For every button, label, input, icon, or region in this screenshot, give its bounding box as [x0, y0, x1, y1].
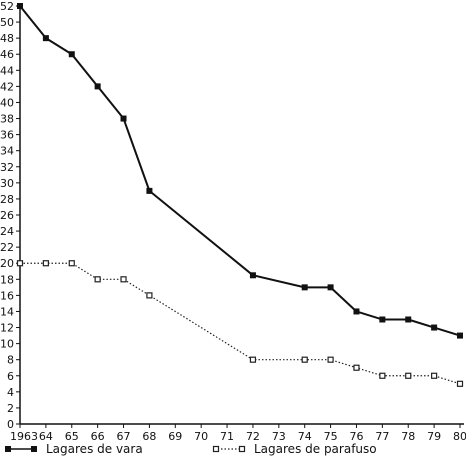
data-point	[17, 3, 23, 9]
y-tick-label: 46	[0, 48, 14, 61]
data-point	[249, 272, 256, 279]
series-1	[17, 3, 463, 339]
y-tick-label: 42	[0, 80, 14, 93]
x-tick-label: 69	[168, 430, 182, 443]
data-point	[94, 83, 101, 90]
y-tick-label: 10	[0, 338, 14, 351]
y-tick-label: 12	[0, 322, 14, 335]
y-tick-label: 14	[0, 305, 14, 318]
data-point	[301, 356, 308, 363]
data-point	[68, 260, 75, 267]
x-tick-label: 72	[246, 430, 260, 443]
y-tick-label: 28	[0, 193, 14, 206]
legend-marker	[238, 445, 246, 453]
y-tick-label: 52	[0, 0, 14, 13]
y-axis-ticks: 0246810121416182022242628303234363840424…	[0, 0, 20, 431]
y-tick-label: 36	[0, 129, 14, 142]
data-point	[68, 51, 75, 58]
chart-axes	[19, 4, 464, 425]
data-point	[379, 316, 386, 323]
legend-marker	[5, 446, 11, 452]
data-point	[42, 260, 49, 267]
y-tick-label: 18	[0, 273, 14, 286]
x-tick-label: 79	[427, 430, 441, 443]
legend-item-1: Lagares de vara	[5, 442, 143, 456]
x-tick-label: 76	[349, 430, 363, 443]
data-point	[405, 372, 412, 379]
x-tick-label: 74	[298, 430, 312, 443]
y-tick-label: 4	[7, 386, 14, 399]
legend-item-2: Lagares de parafuso	[212, 442, 377, 456]
x-tick-label: 78	[401, 430, 415, 443]
data-point	[431, 372, 438, 379]
data-point	[431, 324, 438, 331]
x-tick-label: 80	[453, 430, 466, 443]
data-point	[146, 292, 153, 299]
legend-label: Lagares de vara	[46, 442, 143, 456]
series-line	[19, 5, 461, 337]
x-tick-label: 64	[39, 430, 53, 443]
y-tick-label: 20	[0, 257, 14, 270]
x-tick-label: 1963	[10, 430, 38, 443]
data-point	[457, 332, 463, 339]
data-point	[456, 380, 464, 387]
x-tick-label: 73	[272, 430, 286, 443]
y-tick-label: 2	[7, 402, 14, 415]
y-tick-label: 48	[0, 32, 14, 45]
y-tick-label: 40	[0, 96, 14, 109]
chart-legend: Lagares de vara Lagares de parafuso	[5, 442, 377, 456]
series-line	[20, 262, 461, 385]
data-point	[94, 276, 101, 283]
x-tick-label: 77	[375, 430, 389, 443]
y-tick-label: 32	[0, 161, 14, 174]
y-tick-label: 24	[0, 225, 14, 238]
legend-marker	[212, 445, 220, 453]
chart-series	[16, 3, 464, 387]
x-tick-label: 70	[194, 430, 208, 443]
y-tick-label: 30	[0, 177, 14, 190]
y-tick-label: 8	[7, 354, 14, 367]
y-tick-label: 34	[0, 145, 14, 158]
data-point	[120, 115, 127, 122]
x-tick-label: 71	[220, 430, 234, 443]
data-point	[16, 260, 24, 267]
data-point	[120, 276, 127, 283]
data-point	[146, 187, 153, 194]
x-tick-label: 65	[65, 430, 79, 443]
y-tick-label: 38	[0, 113, 14, 126]
data-point	[353, 364, 360, 371]
data-point	[42, 35, 49, 42]
y-tick-label: 16	[0, 289, 14, 302]
y-tick-label: 44	[0, 64, 14, 77]
x-tick-label: 68	[142, 430, 156, 443]
y-tick-label: 6	[7, 370, 14, 383]
series-2	[16, 260, 464, 387]
data-point	[353, 308, 360, 315]
x-tick-label: 67	[117, 430, 131, 443]
x-tick-label: 75	[324, 430, 338, 443]
y-tick-label: 26	[0, 209, 14, 222]
legend-marker	[31, 446, 37, 452]
data-point	[405, 316, 412, 323]
y-tick-label: 22	[0, 241, 14, 254]
x-axis-ticks: 1963 64 65 66 67 68 69 70 71 72 73 74 75 76 77 78 79 80	[10, 424, 466, 443]
y-tick-label: 50	[0, 16, 14, 29]
legend-label: Lagares de parafuso	[254, 442, 377, 456]
x-tick-label: 66	[91, 430, 105, 443]
y-tick-label: 0	[7, 418, 14, 431]
data-point	[301, 284, 308, 291]
data-point	[249, 356, 257, 363]
data-point	[379, 372, 386, 379]
data-point	[327, 356, 334, 363]
data-point	[327, 284, 334, 291]
